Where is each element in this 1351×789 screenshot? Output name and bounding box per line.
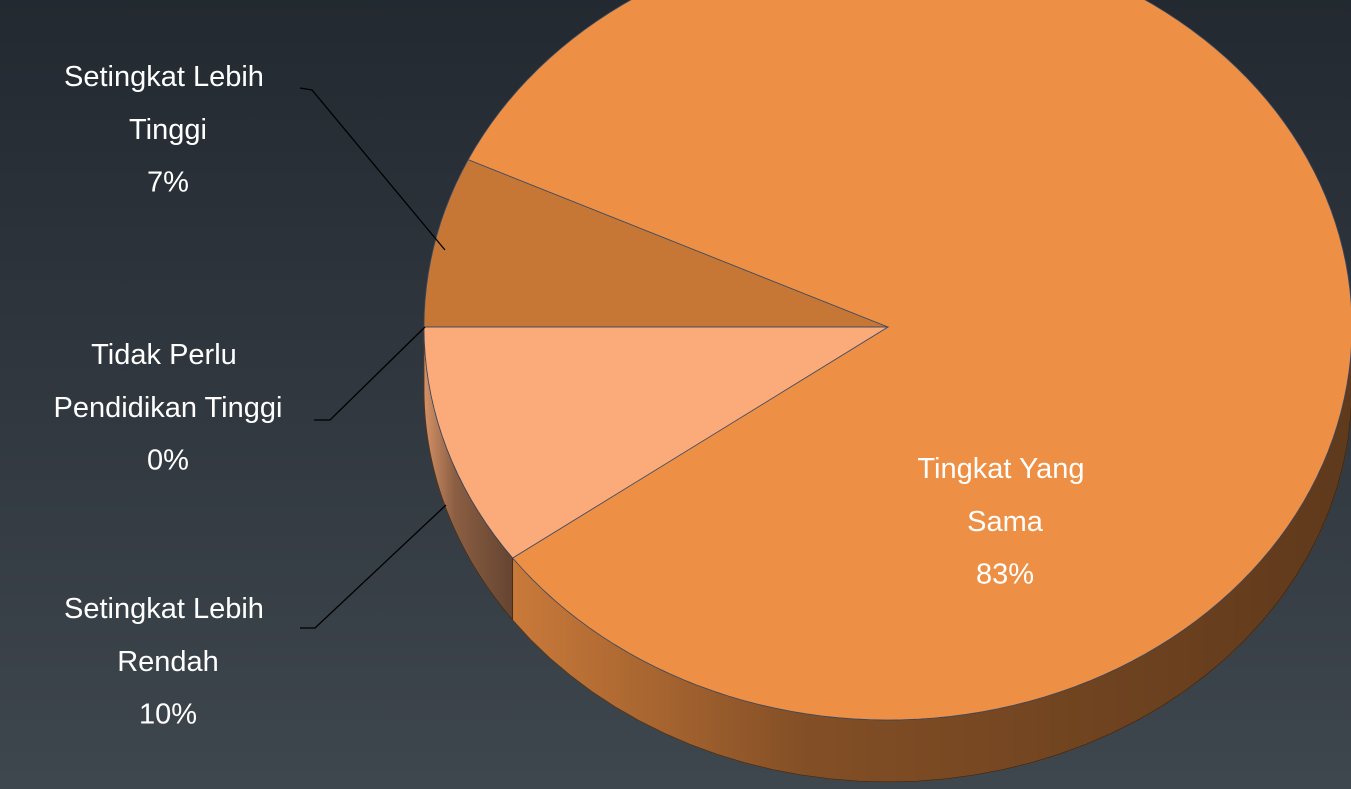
- category-label-line: Tinggi: [129, 114, 207, 146]
- labels: Setingkat Lebih Tinggi 7% Tingkat Yang Sam…: [54, 61, 1093, 731]
- category-label: Tidak Perlu Pendidikan Tinggi: [54, 339, 283, 424]
- value-label: 10%: [139, 699, 197, 731]
- pie: [423, 0, 1351, 783]
- slice-side-shade: [512, 352, 1351, 782]
- leader-lines: [299, 87, 447, 629]
- value-label: 7%: [147, 167, 189, 199]
- slice-side-shade: [424, 327, 513, 620]
- category-label-line: Tingkat Yang: [917, 453, 1092, 485]
- category-label: Setingkat Lebih Rendah: [64, 593, 272, 678]
- value-label: 0%: [147, 445, 189, 477]
- category-label-line: Sama: [967, 506, 1044, 538]
- category-label-line: Rendah: [117, 646, 219, 678]
- slice: [467, 0, 1351, 721]
- category-label-line: Setingkat Lebih: [64, 61, 272, 93]
- slice: [423, 159, 889, 328]
- leader-line: [300, 504, 447, 629]
- category-label-line: Setingkat Lebih: [64, 593, 272, 625]
- leader-line: [299, 87, 446, 251]
- category-label-line: Tidak Perlu: [91, 339, 245, 371]
- slice: [423, 326, 890, 559]
- value-label: 83%: [976, 559, 1034, 591]
- category-label: Setingkat Lebih Tinggi: [64, 61, 272, 146]
- leader-line: [314, 326, 426, 421]
- category-label: Tingkat Yang Sama: [917, 453, 1092, 538]
- category-label-line: Pendidikan Tinggi: [54, 392, 283, 424]
